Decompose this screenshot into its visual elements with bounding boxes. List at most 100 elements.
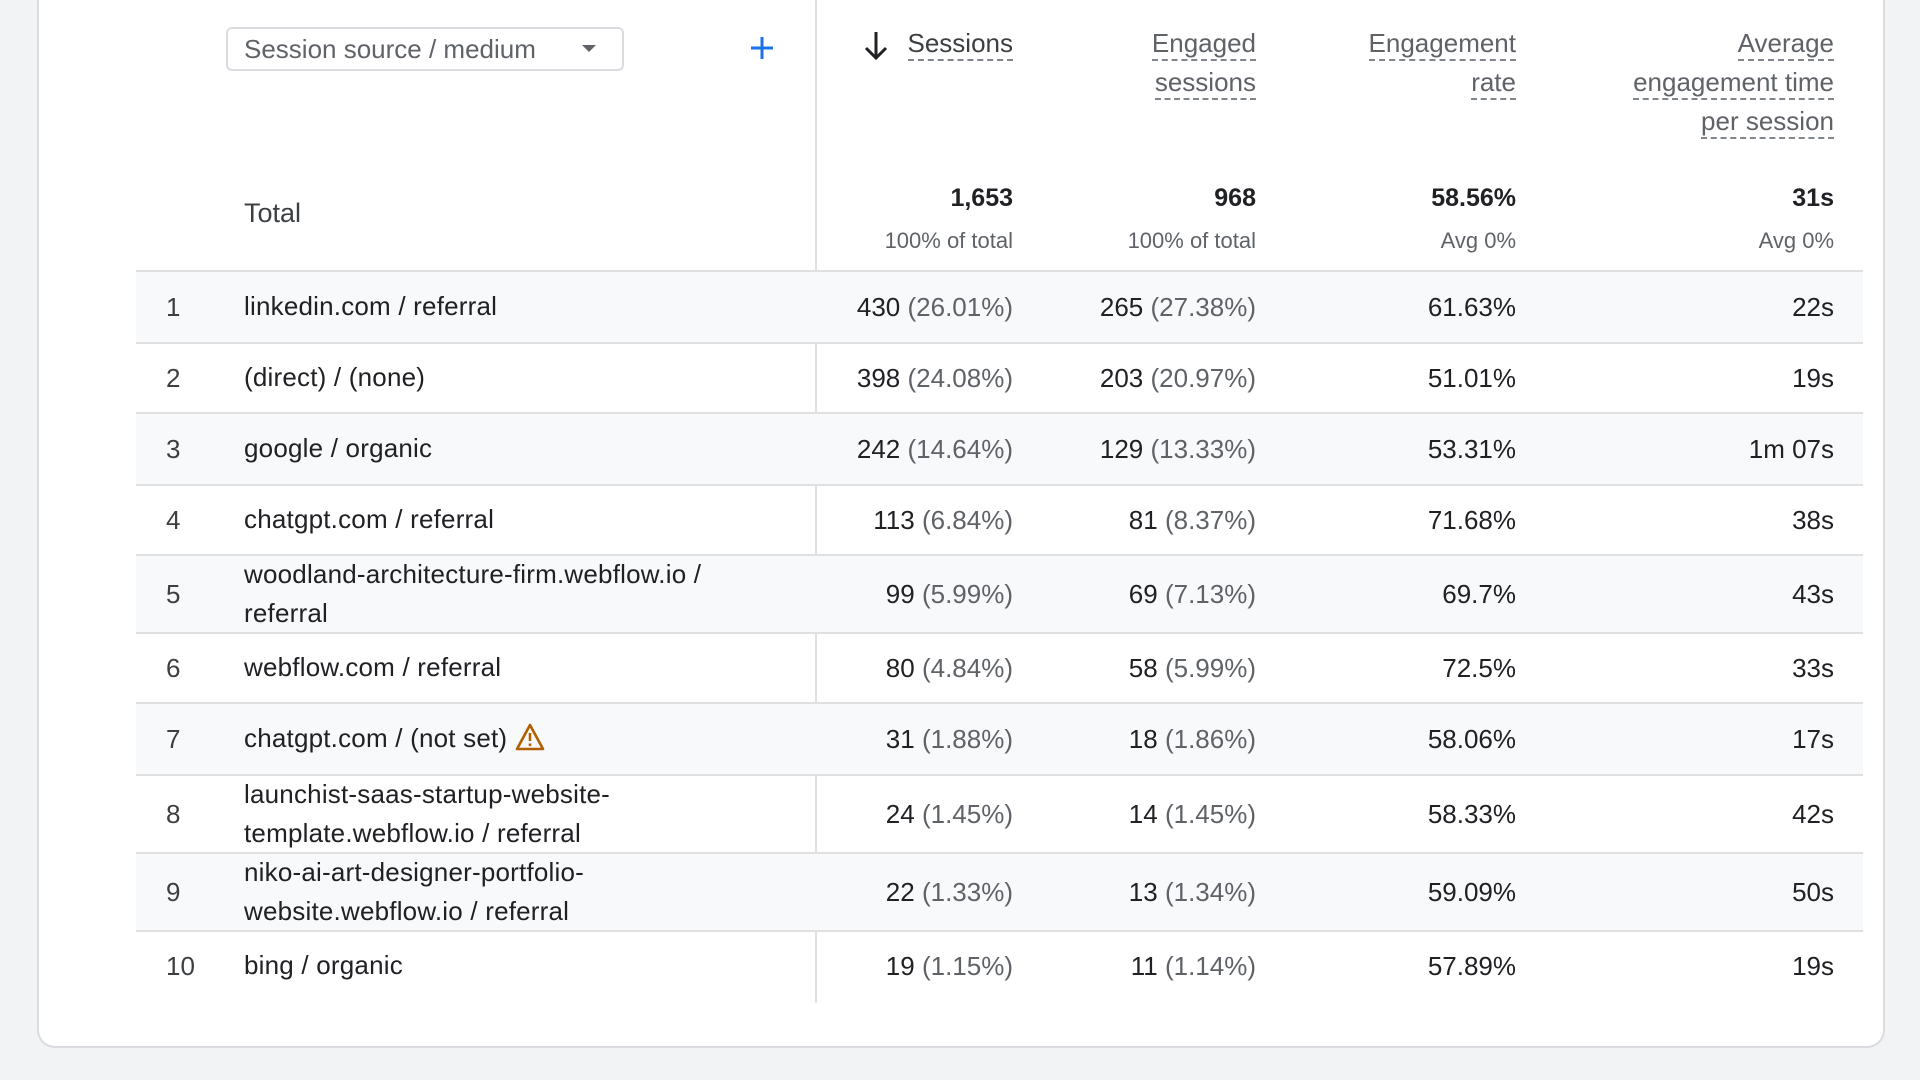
header-rate-line1: Engagement bbox=[1368, 28, 1516, 61]
row-engaged-value: 11 bbox=[1130, 951, 1158, 981]
row-engaged-pct: (20.97%) bbox=[1150, 363, 1257, 393]
row-index: 2 bbox=[166, 363, 181, 393]
row-avg-time: 19s bbox=[1792, 951, 1834, 981]
row-engaged-value: 69 bbox=[1128, 579, 1158, 609]
add-dimension-button[interactable] bbox=[744, 26, 780, 70]
row-sessions-pct: (24.08%) bbox=[907, 363, 1014, 393]
row-sessions-value: 242 bbox=[856, 434, 901, 464]
total-sessions-sub: 100% of total bbox=[884, 228, 1013, 253]
row-sessions-pct: (14.64%) bbox=[907, 434, 1014, 464]
row-sessions-pct: (5.99%) bbox=[921, 579, 1013, 609]
report-table-card: Session source / medium Sessions Engaged… bbox=[37, 0, 1885, 1048]
row-source: launchist-saas-startup-website-template.… bbox=[244, 775, 784, 853]
row-sessions-value: 398 bbox=[856, 363, 901, 393]
total-avg: 31s bbox=[1792, 184, 1834, 212]
row-engaged-value: 18 bbox=[1128, 724, 1158, 754]
row-engaged-pct: (5.99%) bbox=[1164, 653, 1256, 683]
row-source-line2: referral bbox=[244, 598, 328, 628]
row-sessions-pct: (1.15%) bbox=[921, 951, 1013, 981]
row-source-line1: niko-ai-art-designer-portfolio- bbox=[244, 857, 584, 887]
row-sessions-pct: (1.88%) bbox=[921, 724, 1013, 754]
table-row[interactable]: 1 linkedin.com / referral 430 (26.01%) 2… bbox=[136, 272, 1863, 344]
row-sessions-pct: (26.01%) bbox=[907, 292, 1014, 322]
row-sessions: 19 (1.15%) bbox=[776, 951, 1013, 982]
row-sessions-value: 24 bbox=[885, 799, 915, 829]
row-engaged: 81 (8.37%) bbox=[1016, 505, 1256, 536]
row-index: 8 bbox=[166, 799, 181, 829]
header-sessions[interactable]: Sessions bbox=[839, 24, 1013, 63]
row-rate: 59.09% bbox=[1427, 877, 1516, 907]
row-source: google / organic bbox=[244, 433, 433, 463]
row-source: chatgpt.com / (not set) bbox=[244, 719, 784, 758]
row-sessions-value: 430 bbox=[856, 292, 901, 322]
column-divider bbox=[815, 0, 817, 1003]
row-index: 3 bbox=[166, 434, 181, 464]
row-engaged: 265 (27.38%) bbox=[1016, 292, 1256, 323]
row-sessions-pct: (1.33%) bbox=[921, 877, 1013, 907]
row-avg-time: 17s bbox=[1792, 724, 1834, 754]
table-row[interactable]: 10 bing / organic 19 (1.15%) 11 (1.14%) … bbox=[136, 932, 1863, 1002]
total-label: Total bbox=[244, 198, 302, 228]
row-index: 9 bbox=[166, 877, 181, 907]
row-sessions: 113 (6.84%) bbox=[776, 505, 1013, 536]
row-engaged: 129 (13.33%) bbox=[1016, 434, 1256, 465]
header-engagement-rate[interactable]: Engagement rate bbox=[1289, 24, 1516, 102]
row-sessions: 398 (24.08%) bbox=[776, 363, 1013, 394]
row-engaged-value: 203 bbox=[1099, 363, 1144, 393]
table-row[interactable]: 7 chatgpt.com / (not set) 31 (1.88%) 18 … bbox=[136, 704, 1863, 776]
row-sessions: 22 (1.33%) bbox=[776, 877, 1013, 908]
header-avg-engagement-time[interactable]: Average engagement time per session bbox=[1539, 24, 1834, 141]
row-engaged-value: 58 bbox=[1128, 653, 1158, 683]
arrow-down-icon bbox=[864, 32, 888, 61]
table-row[interactable]: 5 woodland-architecture-firm.webflow.io … bbox=[136, 556, 1863, 634]
row-engaged-pct: (1.45%) bbox=[1164, 799, 1256, 829]
row-sessions-value: 22 bbox=[885, 877, 915, 907]
row-index: 6 bbox=[166, 653, 181, 683]
row-source-line2: website.webflow.io / referral bbox=[244, 896, 570, 926]
total-engaged: 968 bbox=[1214, 184, 1256, 212]
row-engaged-value: 265 bbox=[1099, 292, 1144, 322]
total-engaged-sub: 100% of total bbox=[1127, 228, 1256, 253]
row-sessions-pct: (6.84%) bbox=[921, 505, 1013, 535]
row-engaged: 13 (1.34%) bbox=[1016, 877, 1256, 908]
table-row[interactable]: 8 launchist-saas-startup-website-templat… bbox=[136, 776, 1863, 854]
row-source: (direct) / (none) bbox=[244, 362, 426, 392]
table-row[interactable]: 9 niko-ai-art-designer-portfolio-website… bbox=[136, 854, 1863, 932]
row-sessions-value: 80 bbox=[885, 653, 915, 683]
total-sessions: 1,653 bbox=[950, 184, 1013, 212]
header-engaged-line1: Engaged bbox=[1151, 28, 1256, 61]
row-avg-time: 1m 07s bbox=[1748, 434, 1834, 464]
row-rate: 58.06% bbox=[1427, 724, 1516, 754]
table-row[interactable]: 2 (direct) / (none) 398 (24.08%) 203 (20… bbox=[136, 344, 1863, 414]
row-engaged-pct: (1.86%) bbox=[1164, 724, 1256, 754]
table-row[interactable]: 6 webflow.com / referral 80 (4.84%) 58 (… bbox=[136, 634, 1863, 704]
row-avg-time: 19s bbox=[1792, 363, 1834, 393]
header-engaged-sessions[interactable]: Engaged sessions bbox=[1039, 24, 1256, 102]
row-source: linkedin.com / referral bbox=[244, 291, 498, 321]
row-engaged-value: 129 bbox=[1099, 434, 1144, 464]
row-sessions: 242 (14.64%) bbox=[776, 434, 1013, 465]
row-engaged-pct: (8.37%) bbox=[1164, 505, 1256, 535]
row-rate: 51.01% bbox=[1427, 363, 1516, 393]
table-row[interactable]: 3 google / organic 242 (14.64%) 129 (13.… bbox=[136, 414, 1863, 486]
row-engaged: 69 (7.13%) bbox=[1016, 579, 1256, 610]
header-rate-line2: rate bbox=[1471, 67, 1516, 100]
table-row[interactable]: 4 chatgpt.com / referral 113 (6.84%) 81 … bbox=[136, 486, 1863, 556]
total-rate: 58.56% bbox=[1431, 184, 1516, 212]
row-source: bing / organic bbox=[244, 950, 403, 980]
row-engaged-pct: (27.38%) bbox=[1150, 292, 1257, 322]
dimension-dropdown[interactable]: Session source / medium bbox=[226, 27, 624, 71]
row-rate: 71.68% bbox=[1427, 505, 1516, 535]
row-index: 5 bbox=[166, 579, 181, 609]
row-engaged-value: 13 bbox=[1128, 877, 1158, 907]
row-rate: 53.31% bbox=[1427, 434, 1516, 464]
warning-icon[interactable] bbox=[515, 723, 545, 751]
row-sessions: 80 (4.84%) bbox=[776, 653, 1013, 684]
row-engaged: 18 (1.86%) bbox=[1016, 724, 1256, 755]
row-sessions-pct: (4.84%) bbox=[921, 653, 1013, 683]
row-sessions-pct: (1.45%) bbox=[921, 799, 1013, 829]
row-engaged: 203 (20.97%) bbox=[1016, 363, 1256, 394]
row-avg-time: 43s bbox=[1792, 579, 1834, 609]
row-source-line1: chatgpt.com / (not set) bbox=[244, 723, 508, 753]
row-rate: 61.63% bbox=[1427, 292, 1516, 322]
